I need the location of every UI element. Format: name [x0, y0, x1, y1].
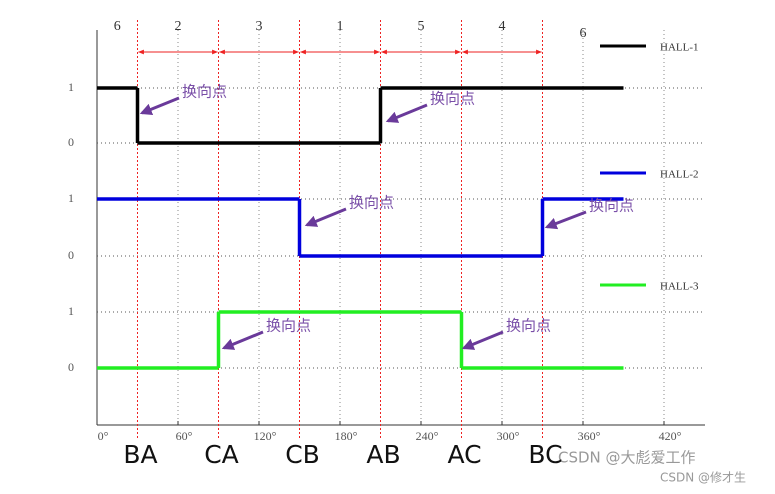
annotation: 换向点	[506, 317, 551, 335]
phase-label: CA	[204, 440, 239, 469]
annotation-arrow	[304, 207, 347, 227]
annotation: 换向点	[430, 90, 475, 108]
phase-label: AB	[366, 440, 400, 469]
x-tick-label: 0°	[98, 429, 109, 443]
annotation: 换向点	[589, 197, 634, 215]
annotation-arrow	[461, 330, 504, 350]
y-tick-label: 0	[68, 360, 74, 374]
annotation-arrow	[385, 103, 428, 123]
legend-label: HALL-2	[660, 169, 699, 181]
y-tick-label: 0	[68, 248, 74, 262]
x-tick-label: 240°	[416, 429, 439, 443]
y-tick-label: 0	[68, 135, 74, 149]
sector-label: 6	[114, 19, 121, 34]
x-tick-label: 120°	[254, 429, 277, 443]
annotation: 换向点	[349, 194, 394, 212]
x-tick-label: 300°	[497, 429, 520, 443]
phase-label: BA	[123, 440, 157, 469]
legend-label: HALL-1	[660, 42, 699, 54]
watermark: CSDN @大彪爱工作	[558, 449, 696, 467]
annotation: 换向点	[182, 83, 227, 101]
sector-label: 5	[418, 19, 425, 34]
y-tick-label: 1	[68, 80, 74, 94]
sector-label: 6	[580, 26, 587, 41]
x-tick-label: 360°	[578, 429, 601, 443]
x-tick-label: 180°	[335, 429, 358, 443]
phase-label: AC	[447, 440, 481, 469]
y-tick-label: 1	[68, 191, 74, 205]
sector-label: 4	[499, 19, 506, 34]
watermark: CSDN @修才生	[660, 470, 746, 485]
sector-label: 3	[256, 19, 263, 34]
x-tick-label: 60°	[176, 429, 193, 443]
annotation-arrow	[544, 210, 587, 230]
annotation-arrow	[139, 96, 180, 115]
sector-label: 1	[337, 19, 344, 34]
phase-label: CB	[285, 440, 320, 469]
y-tick-label: 1	[68, 304, 74, 318]
annotation: 换向点	[266, 317, 311, 335]
x-tick-label: 420°	[659, 429, 682, 443]
phase-label: BC	[528, 440, 562, 469]
annotation-arrow	[221, 330, 264, 350]
sector-label: 2	[175, 19, 182, 34]
legend-label: HALL-3	[660, 281, 699, 293]
